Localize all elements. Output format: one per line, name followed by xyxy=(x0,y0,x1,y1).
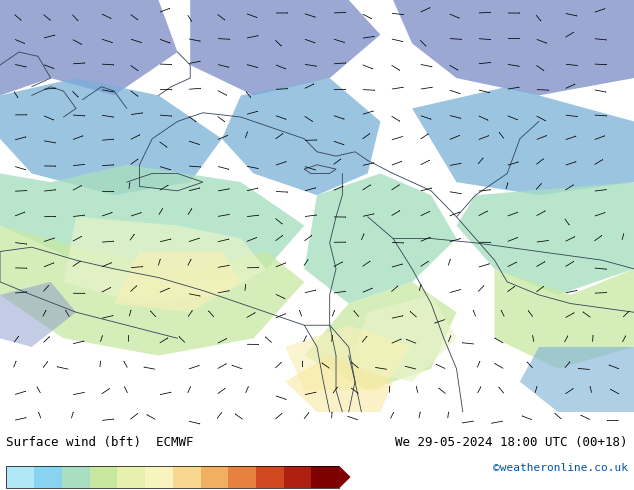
Polygon shape xyxy=(304,282,456,390)
Bar xyxy=(6,466,34,488)
Bar xyxy=(34,466,61,488)
Polygon shape xyxy=(349,295,456,382)
Text: Surface wind (bft)  ECMWF: Surface wind (bft) ECMWF xyxy=(6,437,194,449)
Bar xyxy=(145,466,172,488)
Polygon shape xyxy=(190,0,380,96)
Polygon shape xyxy=(0,282,76,347)
Bar xyxy=(311,466,339,488)
Bar xyxy=(117,466,145,488)
Polygon shape xyxy=(285,356,393,412)
Polygon shape xyxy=(304,173,456,304)
Polygon shape xyxy=(0,78,222,195)
Polygon shape xyxy=(393,0,634,96)
Bar xyxy=(228,466,256,488)
Polygon shape xyxy=(222,78,380,195)
Polygon shape xyxy=(520,347,634,412)
Polygon shape xyxy=(285,325,412,390)
Bar xyxy=(172,466,200,488)
Polygon shape xyxy=(0,0,178,96)
Text: We 29-05-2024 18:00 UTC (00+18): We 29-05-2024 18:00 UTC (00+18) xyxy=(395,437,628,449)
Polygon shape xyxy=(495,269,634,368)
Polygon shape xyxy=(114,251,241,312)
Polygon shape xyxy=(339,466,351,489)
Bar xyxy=(256,466,284,488)
Bar xyxy=(89,466,117,488)
Polygon shape xyxy=(412,87,634,195)
Polygon shape xyxy=(0,165,304,282)
Polygon shape xyxy=(63,217,266,304)
Polygon shape xyxy=(456,182,634,295)
Bar xyxy=(200,466,228,488)
Polygon shape xyxy=(0,225,304,356)
Bar xyxy=(284,466,311,488)
Bar xyxy=(62,466,89,488)
Bar xyxy=(6,466,339,488)
Text: ©weatheronline.co.uk: ©weatheronline.co.uk xyxy=(493,463,628,473)
